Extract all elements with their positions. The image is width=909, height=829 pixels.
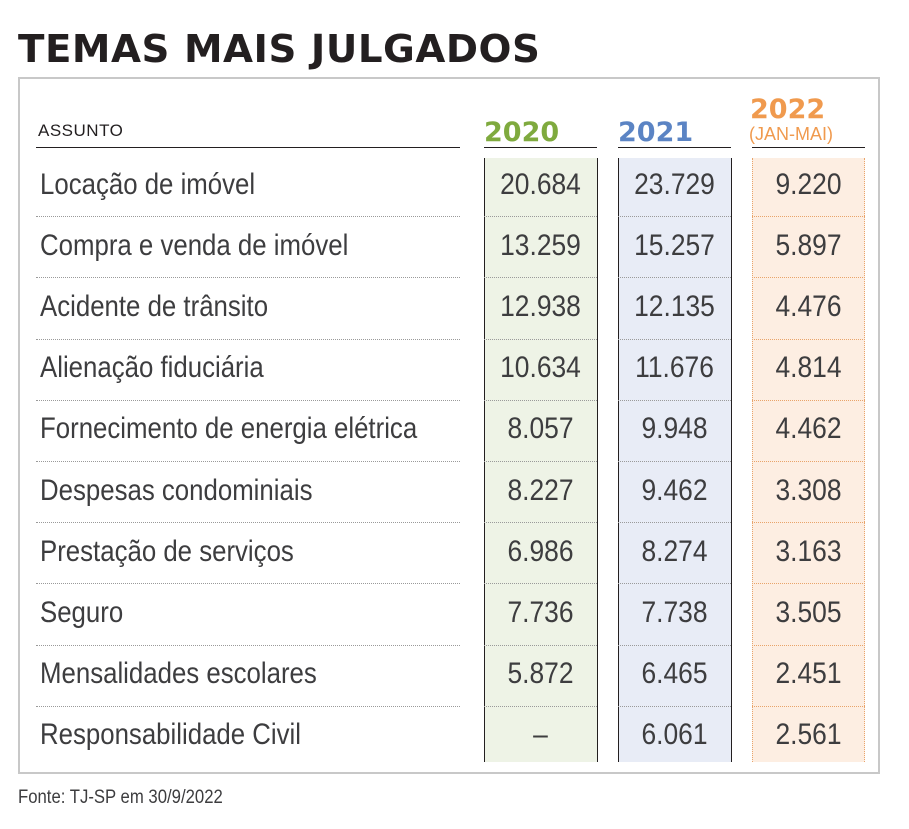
row-subject: Alienação fiduciária: [40, 351, 264, 385]
row-divider: [752, 277, 865, 279]
row-divider: [484, 705, 597, 707]
row-divider: [484, 583, 597, 585]
header-rule-2022: [752, 147, 865, 148]
row-value-y2022: 2.561: [775, 718, 842, 752]
header-rule-2021: [618, 147, 731, 148]
row-divider: [484, 644, 597, 646]
row-value-y2020: 12.938: [500, 290, 581, 323]
row-divider: [618, 461, 731, 462]
column-2020-background: [484, 158, 597, 762]
row-value-y2020: 8.227: [507, 473, 574, 507]
row-subject: Prestação de serviços: [40, 534, 294, 568]
row-divider: [618, 522, 731, 524]
column-2022-background: [752, 158, 865, 762]
column-2021-left-rule: [618, 158, 619, 762]
row-divider: [752, 583, 865, 585]
row-divider: [484, 277, 597, 279]
row-value-y2022: 4.476: [775, 290, 842, 323]
row-divider: [618, 216, 731, 218]
row-subject: Fornecimento de energia elétrica: [40, 412, 418, 446]
table-frame: [18, 77, 880, 774]
row-divider: [618, 338, 731, 340]
header-2021: 2021: [618, 117, 694, 148]
row-divider: [36, 461, 460, 462]
row-divider: [36, 583, 460, 585]
column-2021-background: [618, 158, 731, 762]
header-2022-note: (JAN-MAI): [749, 124, 833, 144]
row-divider: [36, 216, 460, 218]
row-subject: Compra e venda de imóvel: [40, 228, 349, 262]
row-value-y2020: –: [533, 718, 548, 752]
row-value-y2022: 5.897: [775, 228, 842, 262]
row-subject: Responsabilidade Civil: [40, 718, 302, 752]
row-divider: [36, 399, 460, 401]
row-value-y2020: 20.684: [500, 167, 581, 201]
row-divider: [752, 522, 865, 524]
row-value-y2022: 3.163: [775, 534, 842, 568]
row-divider: [484, 216, 597, 218]
row-value-y2022: 4.814: [775, 351, 842, 385]
row-divider: [618, 644, 731, 646]
row-value-y2021: 6.465: [641, 657, 708, 691]
row-subject: Seguro: [40, 596, 124, 629]
row-value-y2021: 8.274: [641, 534, 708, 568]
row-divider: [752, 338, 865, 340]
row-value-y2020: 6.986: [507, 534, 574, 568]
row-divider: [618, 399, 731, 401]
column-2022-right-rule: [864, 158, 865, 762]
header-2022: 2022: [750, 94, 826, 125]
row-divider: [484, 461, 597, 462]
row-divider: [484, 522, 597, 524]
row-value-y2020: 7.736: [507, 596, 574, 629]
row-value-y2022: 3.308: [775, 473, 842, 507]
row-divider: [484, 338, 597, 340]
source-note: Fonte: TJ-SP em 30/9/2022: [18, 787, 223, 808]
row-divider: [752, 644, 865, 646]
header-rule-2020: [484, 147, 597, 148]
row-divider: [618, 277, 731, 279]
row-divider: [752, 705, 865, 707]
row-value-y2021: 9.948: [641, 412, 708, 446]
row-divider: [36, 338, 460, 340]
row-divider: [36, 277, 460, 279]
row-value-y2021: 15.257: [634, 228, 715, 262]
row-value-y2022: 3.505: [775, 596, 842, 629]
row-divider: [752, 461, 865, 462]
row-value-y2022: 2.451: [775, 657, 842, 691]
chart-title: TEMAS MAIS JULGADOS: [18, 27, 541, 71]
row-value-y2022: 4.462: [775, 412, 842, 446]
row-value-y2020: 5.872: [507, 657, 574, 691]
column-2021-right-rule: [731, 158, 732, 762]
row-value-y2020: 13.259: [500, 228, 581, 262]
header-2020: 2020: [484, 117, 560, 148]
row-divider: [484, 399, 597, 401]
row-divider: [36, 644, 460, 646]
row-divider: [752, 399, 865, 401]
row-subject: Despesas condominiais: [40, 473, 313, 507]
row-value-y2020: 8.057: [507, 412, 574, 446]
row-value-y2021: 9.462: [641, 473, 708, 507]
column-2022-left-rule: [752, 158, 753, 762]
row-divider: [618, 583, 731, 585]
column-2020-right-rule: [597, 158, 598, 762]
row-divider: [618, 705, 731, 707]
row-value-y2020: 10.634: [500, 351, 581, 385]
row-subject: Mensalidades escolares: [40, 657, 317, 691]
row-value-y2021: 23.729: [634, 167, 715, 201]
row-value-y2022: 9.220: [775, 167, 842, 201]
header-subject: ASSUNTO: [38, 121, 124, 140]
row-divider: [36, 705, 460, 707]
header-rule-subject: [36, 147, 460, 148]
row-value-y2021: 6.061: [641, 718, 708, 752]
row-value-y2021: 12.135: [634, 290, 715, 323]
row-subject: Acidente de trânsito: [40, 290, 269, 323]
row-subject: Locação de imóvel: [40, 167, 256, 201]
row-value-y2021: 11.676: [635, 351, 714, 385]
column-2020-left-rule: [484, 158, 485, 762]
row-value-y2021: 7.738: [641, 596, 708, 629]
row-divider: [36, 522, 460, 524]
row-divider: [752, 216, 865, 218]
